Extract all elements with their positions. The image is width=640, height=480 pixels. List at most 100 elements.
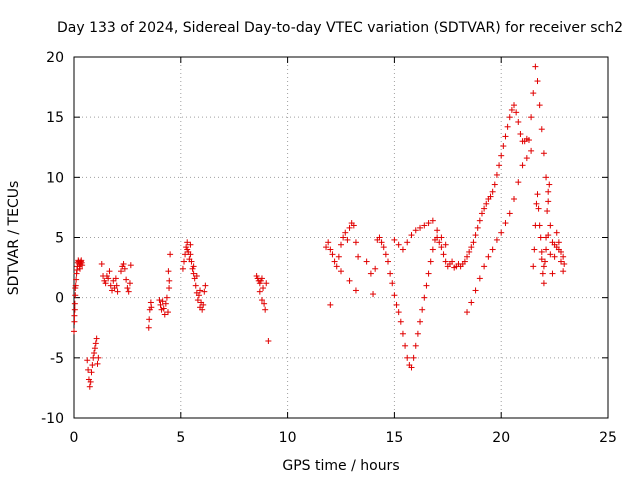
- data-point: [412, 227, 419, 234]
- data-point: [438, 234, 445, 241]
- data-point: [346, 224, 353, 231]
- x-tick-label: 5: [176, 430, 185, 446]
- data-point: [489, 246, 496, 253]
- data-point: [114, 288, 121, 295]
- data-point: [476, 275, 483, 282]
- data-point: [531, 246, 538, 253]
- data-point: [384, 258, 391, 265]
- data-point: [511, 102, 518, 109]
- data-point: [558, 258, 565, 265]
- data-point: [515, 118, 522, 125]
- data-point: [92, 340, 99, 347]
- x-tick-label: 25: [599, 430, 617, 446]
- data-point: [363, 258, 370, 265]
- data-point: [493, 171, 500, 178]
- data-point: [561, 260, 568, 267]
- data-point: [489, 188, 496, 195]
- data-point: [73, 276, 80, 283]
- data-point: [555, 239, 562, 246]
- data-point: [530, 263, 537, 270]
- y-tick-label: -10: [41, 411, 64, 427]
- data-point: [496, 162, 503, 169]
- data-point: [350, 222, 357, 229]
- data-point: [472, 287, 479, 294]
- data-point: [262, 306, 269, 313]
- data-point: [393, 301, 400, 308]
- data-point: [342, 229, 349, 236]
- data-point: [355, 253, 362, 260]
- data-point: [89, 362, 96, 369]
- y-tick-label: 10: [46, 170, 64, 186]
- data-point: [487, 193, 494, 200]
- data-point: [263, 280, 270, 287]
- data-point: [197, 304, 204, 311]
- data-point: [125, 288, 132, 295]
- data-point: [162, 300, 169, 307]
- data-point: [519, 162, 526, 169]
- data-point: [546, 181, 553, 188]
- data-point: [481, 205, 488, 212]
- data-point: [166, 285, 173, 292]
- data-point: [157, 301, 164, 308]
- data-point: [528, 147, 535, 154]
- data-point: [558, 248, 565, 255]
- data-point: [367, 270, 374, 277]
- data-point: [434, 227, 441, 234]
- data-point: [421, 222, 428, 229]
- data-point: [545, 232, 552, 239]
- data-point: [423, 282, 430, 289]
- data-point: [352, 239, 359, 246]
- data-point: [352, 287, 359, 294]
- data-point: [540, 150, 547, 157]
- data-point: [163, 294, 170, 301]
- data-point: [148, 304, 155, 311]
- data-point: [105, 275, 112, 282]
- data-point: [391, 236, 398, 243]
- data-point: [340, 234, 347, 241]
- data-point: [395, 309, 402, 316]
- data-point: [71, 300, 78, 307]
- data-point: [261, 300, 268, 307]
- data-point: [421, 294, 428, 301]
- data-point: [200, 301, 207, 308]
- data-point: [449, 258, 456, 265]
- data-point: [376, 234, 383, 241]
- data-point: [95, 354, 102, 361]
- data-point: [440, 251, 447, 258]
- data-point: [468, 244, 475, 251]
- data-point: [107, 282, 114, 289]
- data-point: [258, 297, 265, 304]
- data-point: [534, 191, 541, 198]
- data-point: [72, 292, 79, 299]
- data-point: [543, 246, 550, 253]
- data-point: [419, 306, 426, 313]
- data-point: [543, 174, 550, 181]
- data-point: [404, 239, 411, 246]
- data-point: [560, 268, 567, 275]
- data-point: [493, 236, 500, 243]
- data-point: [333, 263, 340, 270]
- data-point: [265, 337, 272, 344]
- data-point: [481, 263, 488, 270]
- data-point: [84, 357, 91, 364]
- data-point: [120, 260, 127, 267]
- data-point: [79, 262, 86, 269]
- data-point: [93, 335, 100, 342]
- y-tick-label: 0: [55, 291, 64, 307]
- data-point: [541, 258, 548, 265]
- y-axis: -10 -5 0 5 10 15 20: [41, 50, 608, 427]
- data-point: [438, 244, 445, 251]
- data-point: [346, 277, 353, 284]
- grid-lines: [74, 57, 608, 418]
- data-point: [181, 258, 188, 265]
- data-point: [483, 200, 490, 207]
- data-point: [436, 239, 443, 246]
- data-point: [389, 280, 396, 287]
- data-point: [408, 232, 415, 239]
- data-point: [461, 258, 468, 265]
- data-point: [327, 301, 334, 308]
- data-point: [470, 239, 477, 246]
- data-point: [123, 276, 130, 283]
- data-point: [414, 330, 421, 337]
